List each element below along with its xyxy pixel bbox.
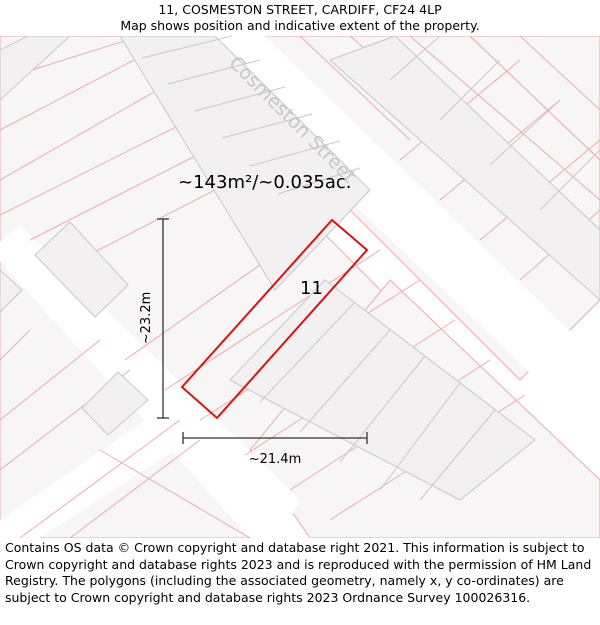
side-road	[0, 225, 300, 538]
terrace-row-right	[329, 36, 600, 301]
copyright-notice: Contains OS data © Crown copyright and d…	[5, 540, 592, 605]
building-top-left	[0, 36, 71, 101]
terrace-row-lower	[229, 279, 536, 501]
lower-road	[0, 410, 190, 538]
building-left-b	[0, 269, 23, 313]
building-dividers	[141, 36, 600, 501]
terrace-row-upper	[119, 36, 371, 291]
property-address: 11, COSMESTON STREET, CARDIFF, CF24 4LP	[158, 2, 442, 17]
property-boundary[interactable]	[180, 218, 369, 420]
block-upper-right	[300, 36, 600, 161]
width-label: ~21.4m	[249, 452, 302, 467]
map-subtitle: Map shows position and indicative extent…	[120, 18, 480, 33]
map-header: 11, COSMESTON STREET, CARDIFF, CF24 4LP …	[0, 0, 600, 36]
building-left-a	[34, 221, 129, 318]
property-map[interactable]: Cosmeston Street 11 ~143m²/~0.035ac. ~23…	[0, 36, 600, 538]
plot-number-label: 11	[300, 278, 323, 299]
height-measure	[157, 218, 169, 419]
height-label: ~23.2m	[139, 292, 154, 345]
buildings	[0, 36, 600, 501]
building-left-c	[81, 371, 149, 436]
area-label: ~143m²/~0.035ac.	[178, 172, 352, 193]
width-measure	[182, 432, 368, 444]
